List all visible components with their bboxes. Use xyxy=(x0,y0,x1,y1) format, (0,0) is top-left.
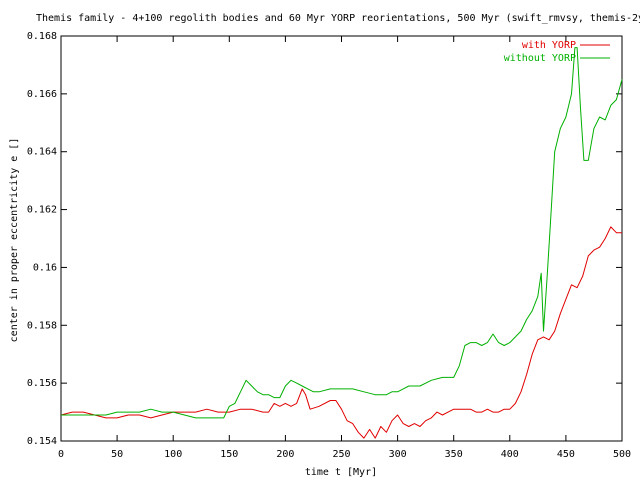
legend-label-with-yorp: with YORP xyxy=(522,40,576,51)
x-tick-label: 300 xyxy=(389,449,407,460)
series-lines xyxy=(60,47,623,439)
plot-border xyxy=(60,35,623,442)
series-line-with-yorp xyxy=(60,226,622,439)
x-tick-label: 200 xyxy=(276,449,294,460)
x-tick-label: 250 xyxy=(332,449,350,460)
y-tick-label: 0.168 xyxy=(27,31,57,42)
y-tick-label: 0.162 xyxy=(27,205,57,216)
x-axis-ticks: 0 50 100 150 200 250 300 350 400 450 500 xyxy=(58,36,631,460)
x-tick-label: 350 xyxy=(445,449,463,460)
y-axis-label: center in proper eccentricity e [] xyxy=(9,138,20,343)
x-tick-label: 0 xyxy=(58,449,64,460)
x-tick-label: 50 xyxy=(111,449,123,460)
y-tick-label: 0.158 xyxy=(27,320,57,331)
x-tick-label: 150 xyxy=(220,449,238,460)
y-tick-label: 0.166 xyxy=(27,89,57,100)
series-line-without-yorp xyxy=(61,47,623,419)
x-tick-label: 450 xyxy=(557,449,575,460)
y-axis-ticks: 0.154 0.156 0.158 0.16 0.162 0.164 0.166 0.168 xyxy=(27,31,622,447)
legend: with YORP without YORP xyxy=(504,40,610,64)
legend-label-without-yorp: without YORP xyxy=(504,53,576,64)
x-tick-label: 100 xyxy=(164,449,182,460)
y-tick-label: 0.154 xyxy=(27,436,57,447)
y-tick-label: 0.164 xyxy=(27,147,57,158)
x-tick-label: 400 xyxy=(501,449,519,460)
plot-frame xyxy=(60,35,623,442)
x-tick-label: 500 xyxy=(613,449,631,460)
x-axis-label: time t [Myr] xyxy=(305,467,377,478)
y-tick-label: 0.16 xyxy=(33,262,57,273)
chart-title: Themis family - 4+100 regolith bodies an… xyxy=(36,13,640,24)
y-tick-label: 0.156 xyxy=(27,378,57,389)
